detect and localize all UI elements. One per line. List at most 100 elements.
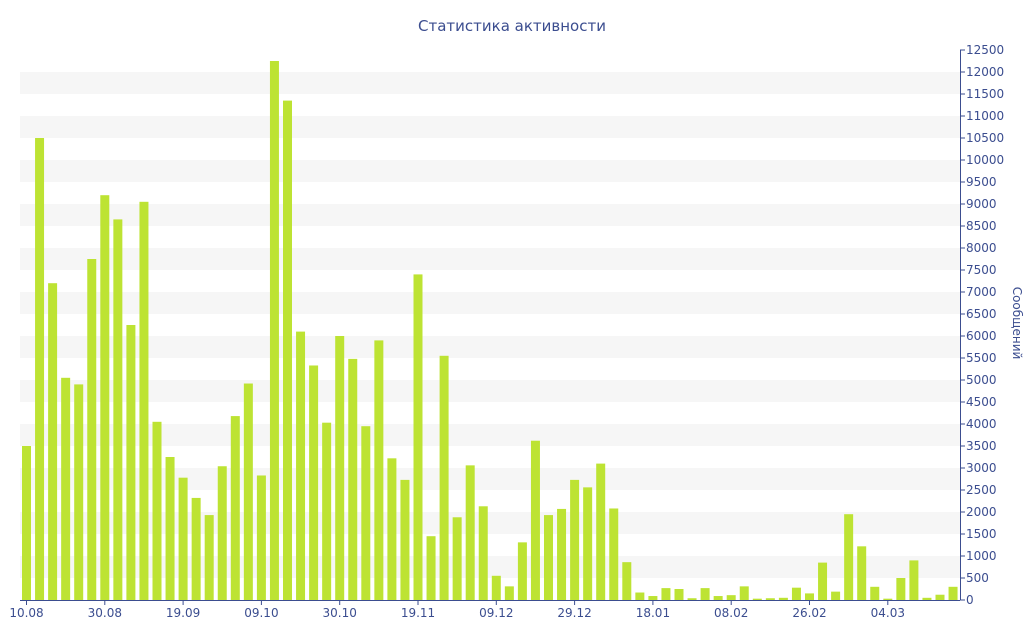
y-tick-label: 8000 bbox=[966, 241, 997, 255]
bar bbox=[374, 340, 384, 600]
y-tick-label: 12500 bbox=[966, 43, 1004, 57]
bar bbox=[713, 596, 723, 600]
bar bbox=[661, 588, 671, 600]
bar bbox=[635, 592, 645, 600]
bar bbox=[413, 274, 423, 600]
x-tick-label: 29.12 bbox=[557, 606, 591, 620]
bar bbox=[557, 508, 567, 600]
bar bbox=[256, 475, 266, 600]
y-tick-label: 11000 bbox=[966, 109, 1004, 123]
bar bbox=[387, 458, 397, 600]
bar bbox=[452, 517, 462, 600]
grid-band bbox=[20, 116, 960, 138]
bar bbox=[517, 542, 527, 600]
bar bbox=[791, 587, 801, 600]
y-tick-label: 0 bbox=[966, 593, 974, 607]
bar bbox=[765, 598, 775, 600]
bar bbox=[687, 598, 697, 600]
bar bbox=[504, 586, 514, 600]
y-tick-label: 3500 bbox=[966, 439, 997, 453]
y-axis: 0 500 1000 1500 2000 2500 3000 3500 4000 4500 5000… bbox=[960, 43, 1004, 607]
y-axis-title: Сообщений bbox=[1010, 287, 1024, 360]
bar bbox=[269, 61, 279, 600]
grid-band bbox=[20, 512, 960, 534]
bar bbox=[230, 416, 240, 600]
bar bbox=[700, 588, 710, 600]
bar bbox=[491, 575, 501, 600]
grid-band bbox=[20, 204, 960, 226]
bar bbox=[922, 597, 932, 600]
bar bbox=[322, 422, 332, 600]
y-tick-label: 4000 bbox=[966, 417, 997, 431]
bar bbox=[113, 219, 123, 600]
bar bbox=[361, 426, 371, 600]
x-tick-label: 19.11 bbox=[401, 606, 435, 620]
y-tick-label: 10500 bbox=[966, 131, 1004, 145]
bar bbox=[935, 594, 945, 600]
bar bbox=[426, 536, 436, 600]
bar bbox=[805, 593, 814, 600]
bar bbox=[844, 514, 854, 600]
y-tick-label: 9000 bbox=[966, 197, 997, 211]
y-tick-label: 1000 bbox=[966, 549, 997, 563]
chart-title: Статистика активности bbox=[418, 17, 606, 35]
bar bbox=[126, 325, 136, 600]
bar bbox=[22, 446, 31, 600]
x-tick-label: 04.03 bbox=[871, 606, 905, 620]
bar bbox=[309, 365, 319, 600]
y-tick-label: 4500 bbox=[966, 395, 997, 409]
bar bbox=[948, 586, 958, 600]
bar bbox=[296, 331, 306, 600]
grid-band bbox=[20, 556, 960, 578]
bar bbox=[465, 465, 475, 600]
bar bbox=[35, 138, 45, 600]
y-tick-label: 6000 bbox=[966, 329, 997, 343]
bar bbox=[165, 457, 175, 600]
bar bbox=[818, 562, 828, 600]
bar bbox=[191, 497, 201, 600]
bar bbox=[439, 355, 449, 600]
bar bbox=[648, 596, 658, 600]
y-tick-label: 12000 bbox=[966, 65, 1004, 79]
grid-band bbox=[20, 336, 960, 358]
y-tick-label: 5500 bbox=[966, 351, 997, 365]
bar bbox=[726, 595, 736, 600]
bar bbox=[870, 586, 880, 600]
bar bbox=[335, 336, 345, 600]
grid-band bbox=[20, 292, 960, 314]
x-axis: 10.08 30.08 19.09 09.10 30.10 19.11 09.12 29.12… bbox=[9, 600, 960, 620]
bar bbox=[596, 463, 606, 600]
bar bbox=[544, 515, 553, 600]
bar bbox=[530, 440, 540, 600]
bar bbox=[178, 477, 188, 600]
bar bbox=[752, 598, 762, 600]
bar bbox=[139, 201, 149, 601]
grid-band bbox=[20, 72, 960, 94]
x-tick-label: 30.10 bbox=[323, 606, 357, 620]
y-tick-label: 3000 bbox=[966, 461, 997, 475]
bar bbox=[74, 384, 84, 600]
bar bbox=[883, 598, 893, 600]
grid-band bbox=[20, 160, 960, 182]
bar bbox=[909, 560, 919, 600]
bar bbox=[739, 586, 749, 600]
bar bbox=[478, 506, 488, 600]
y-tick-label: 7500 bbox=[966, 263, 997, 277]
bar bbox=[583, 487, 593, 600]
y-tick-label: 1500 bbox=[966, 527, 997, 541]
y-tick-label: 7000 bbox=[966, 285, 997, 299]
grid-band bbox=[20, 248, 960, 270]
bar bbox=[204, 515, 214, 600]
grid-bands bbox=[20, 72, 960, 578]
y-tick-label: 5000 bbox=[966, 373, 997, 387]
y-tick-label: 8500 bbox=[966, 219, 997, 233]
bar bbox=[622, 562, 632, 600]
bars-group bbox=[22, 61, 958, 601]
x-tick-label: 09.12 bbox=[479, 606, 513, 620]
x-tick-label: 30.08 bbox=[88, 606, 122, 620]
x-tick-label: 19.09 bbox=[166, 606, 200, 620]
bar bbox=[243, 383, 253, 600]
y-tick-label: 2000 bbox=[966, 505, 997, 519]
bar bbox=[570, 479, 580, 600]
